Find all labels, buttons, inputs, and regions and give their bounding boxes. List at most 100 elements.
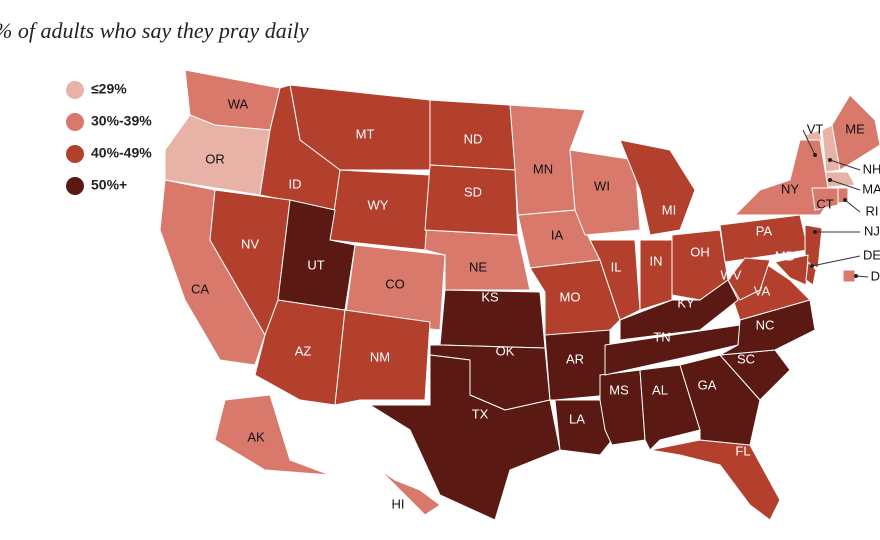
state: [424, 164, 519, 236]
state: [649, 439, 781, 521]
leader-line: [811, 255, 861, 267]
state-label: NH: [863, 161, 880, 176]
leader-line: [844, 199, 861, 213]
state: [774, 254, 809, 286]
state-label: SD: [464, 184, 482, 199]
state: [719, 299, 816, 356]
legend-label: 40%-49%: [91, 145, 152, 161]
state-labels: OR VT NH MA WA CA CO NE IA MN WI NY ME CT RI AK HI DC MT ID…: [191, 96, 880, 511]
leader-line: [829, 179, 861, 191]
state: [604, 324, 741, 376]
state-label: AK: [247, 429, 265, 444]
state-label: IN: [650, 253, 663, 268]
state: [639, 239, 673, 311]
legend-swatch: [66, 145, 84, 163]
state-label: DC: [871, 268, 880, 283]
state-label: WY: [368, 197, 389, 212]
state: [599, 369, 646, 446]
state-label: CA: [191, 281, 209, 296]
state: [733, 139, 831, 216]
state-label: AL: [652, 382, 668, 397]
state: [277, 199, 356, 311]
state-label: RI: [866, 203, 879, 218]
state-label: NE: [469, 259, 487, 274]
state-label: TX: [472, 406, 489, 421]
state-label: IL: [611, 259, 622, 274]
state: [214, 394, 331, 476]
leader-dot: [813, 153, 817, 157]
state-label: FL: [735, 443, 750, 458]
state: [184, 69, 281, 131]
state-label: MN: [533, 161, 553, 176]
state-label: WI: [594, 178, 610, 193]
map-title: % of adults who say they pray daily: [0, 18, 309, 43]
state-label: MD: [775, 248, 795, 263]
state: [344, 244, 446, 331]
leader-line: [829, 159, 861, 171]
leader-dot: [828, 178, 832, 182]
state-label: PA: [756, 223, 773, 238]
state-label: MI: [662, 202, 676, 217]
state: [811, 187, 839, 211]
state-label: KS: [481, 289, 499, 304]
legend-swatch: [66, 113, 84, 131]
state-label: NM: [370, 349, 390, 364]
legend-label: 30%-39%: [91, 113, 152, 129]
leader-dot: [810, 264, 814, 268]
leader-line: [855, 275, 869, 278]
leader-dot: [828, 158, 832, 162]
legend-label: ≤29%: [91, 81, 127, 97]
state-label: WV: [721, 267, 742, 282]
state-label: VA: [754, 283, 771, 298]
state-label: KY: [677, 295, 695, 310]
state-label: NV: [241, 236, 259, 251]
state-label: MA: [862, 181, 880, 196]
state-label: ND: [464, 131, 483, 146]
leader-dot: [813, 230, 817, 234]
state-label: IA: [551, 227, 564, 242]
state: [544, 329, 611, 401]
state: [334, 309, 431, 406]
state: [619, 279, 739, 341]
state-label: SC: [737, 351, 755, 366]
state-label: LA: [569, 411, 585, 426]
leader-line: [802, 129, 816, 156]
state-label: MS: [609, 382, 629, 397]
state-label: NY: [781, 181, 799, 196]
state-label: VT: [807, 121, 824, 136]
state-label: HI: [392, 496, 405, 511]
state: [727, 257, 771, 301]
state-label: TN: [653, 329, 670, 344]
legend: ≤29% 30%-39% 40%-49% 50%+: [66, 81, 152, 195]
state-label: AZ: [295, 343, 312, 358]
state-label: GA: [698, 377, 717, 392]
state-label: WA: [228, 96, 249, 111]
legend-label: 50%+: [91, 177, 127, 193]
state-label: MT: [356, 126, 375, 141]
state-label: CT: [816, 196, 833, 211]
legend-swatch: [66, 81, 84, 99]
state-label: NC: [756, 317, 775, 332]
state: [804, 224, 823, 269]
state-label: DE: [863, 247, 880, 262]
state: [379, 469, 441, 516]
leader-dot: [854, 274, 858, 278]
state-label: AR: [566, 351, 584, 366]
state-label: UT: [307, 257, 324, 272]
state-label: CO: [385, 276, 405, 291]
state: [589, 239, 641, 321]
state-label: NJ: [864, 223, 880, 238]
state: [569, 149, 641, 236]
state-label: ME: [845, 121, 865, 136]
leader-dot: [843, 198, 847, 202]
state-label: MO: [560, 289, 581, 304]
legend-swatch: [66, 177, 84, 195]
state-label: OK: [496, 343, 515, 358]
state: [842, 269, 856, 283]
state: [368, 354, 561, 521]
state: [619, 139, 696, 236]
state-label: ID: [289, 176, 302, 191]
states: [159, 69, 880, 521]
state-label: OR: [205, 151, 225, 166]
